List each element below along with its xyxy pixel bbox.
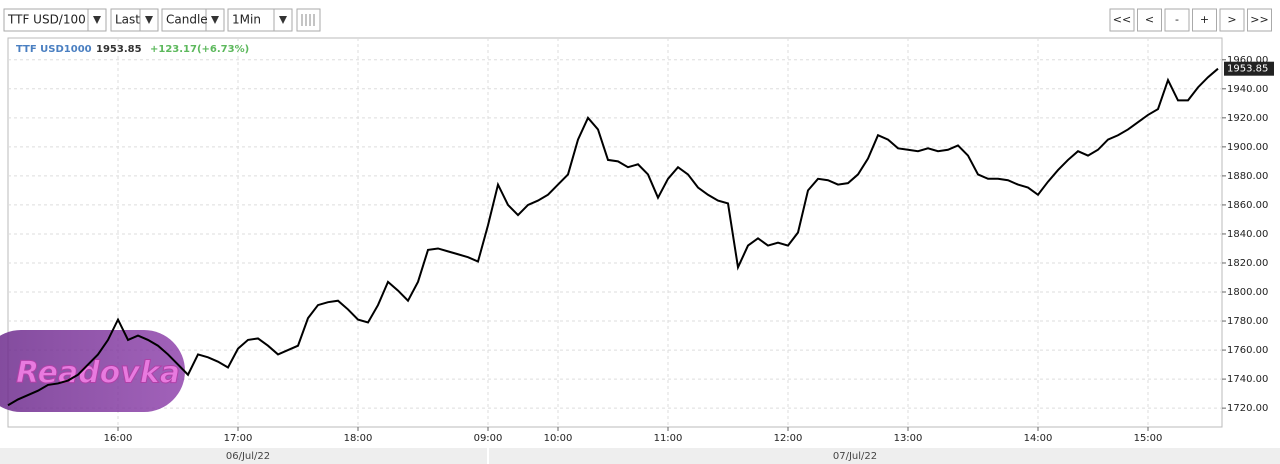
y-tick-label: 1820.00 <box>1227 258 1268 269</box>
dropdown[interactable] <box>161 8 225 32</box>
x-tick-label: 13:00 <box>894 433 923 444</box>
nav-button[interactable] <box>1219 8 1245 32</box>
change: +123.17(+6.73%) <box>150 44 249 55</box>
plot: 1720.00 1740.00 1760.00 1780.00 1800.00 1820.… <box>0 38 1274 444</box>
y-tick-label: 1860.00 <box>1227 200 1268 211</box>
x-tick-label: 10:00 <box>544 433 573 444</box>
dropdown-arrow <box>145 16 153 24</box>
price-tag-label: 1953.85 <box>1227 64 1268 75</box>
x-tick-label: 18:00 <box>344 433 373 444</box>
nav-button-label[interactable]: >> <box>1250 13 1268 26</box>
dropdown[interactable] <box>110 8 159 32</box>
y-tick-label: 1780.00 <box>1227 316 1268 327</box>
dropdown-label[interactable]: TTF USD/100 <box>7 13 86 27</box>
y-tick-label: 1940.00 <box>1227 84 1268 95</box>
y-tick-label: 1880.00 <box>1227 171 1268 182</box>
nav-button[interactable] <box>1192 8 1217 32</box>
y-tick-label: 1760.00 <box>1227 345 1268 356</box>
y-tick-label: 1960.00 <box>1227 55 1268 66</box>
plot-area <box>7 37 1223 428</box>
y-tick-label: 1800.00 <box>1227 287 1268 298</box>
symbol: TTF USD1000 <box>16 44 92 55</box>
x-tick-label: 15:00 <box>1134 433 1163 444</box>
y-tick-label: 1840.00 <box>1227 229 1268 240</box>
nav-button[interactable] <box>1164 8 1190 32</box>
dropdown-label[interactable]: Last <box>115 13 140 27</box>
y-tick-label: 1720.00 <box>1227 403 1268 414</box>
nav-button-label[interactable]: < <box>1145 13 1154 26</box>
toolbar-controls: TTF USD/100 Last Candle 1Min << < - + > >> <box>3 8 1272 32</box>
dropdown-label[interactable]: Candle <box>166 13 208 27</box>
date-label: 06/Jul/22 <box>226 451 270 462</box>
last-price: 1953.85 <box>96 44 142 55</box>
y-tick-label: 1740.00 <box>1227 374 1268 385</box>
dropdown-arrow <box>93 16 101 24</box>
nav-button-label[interactable]: << <box>1113 13 1131 26</box>
date-label: 07/Jul/22 <box>833 451 877 462</box>
y-tick-label: 1920.00 <box>1227 113 1268 124</box>
dropdown-label[interactable]: 1Min <box>232 13 261 27</box>
nav-button[interactable] <box>1247 8 1272 32</box>
x-tick-label: 11:00 <box>654 433 683 444</box>
dropdown-arrow <box>211 16 219 24</box>
dropdown[interactable] <box>227 8 293 32</box>
x-tick-label: 17:00 <box>224 433 253 444</box>
watermark-badge <box>0 330 185 412</box>
x-tick-label: 14:00 <box>1024 433 1053 444</box>
nav-button-label[interactable]: + <box>1200 13 1209 26</box>
nav-button[interactable] <box>1137 8 1162 32</box>
nav-button-label[interactable]: - <box>1175 13 1179 26</box>
x-tick-label: 12:00 <box>774 433 803 444</box>
dropdown[interactable] <box>3 8 107 32</box>
price-line <box>7 67 1219 407</box>
x-tick-label: 16:00 <box>104 433 133 444</box>
price-tag <box>1224 61 1274 76</box>
nav-button-label[interactable]: > <box>1227 13 1236 26</box>
chart-settings[interactable] <box>296 8 321 32</box>
watermark: Readovka <box>16 356 180 391</box>
dropdown-arrow <box>279 16 287 24</box>
x-tick-label: 09:00 <box>474 433 503 444</box>
nav-button[interactable] <box>1109 8 1135 32</box>
y-tick-label: 1900.00 <box>1227 142 1268 153</box>
date-bar <box>0 448 1280 464</box>
